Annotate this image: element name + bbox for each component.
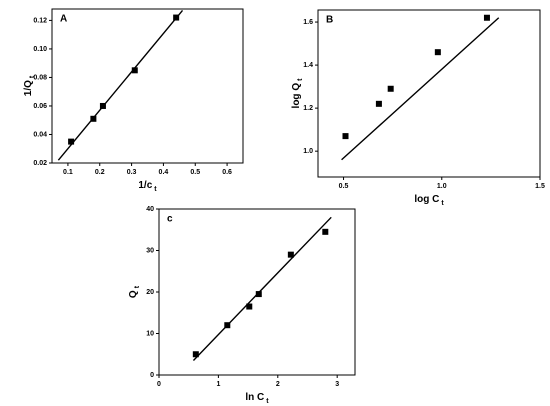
y-tick-label: 1.6 [303,19,313,26]
data-point [483,14,490,21]
y-tick-label: 1.2 [303,105,313,112]
data-point [192,351,199,358]
x-axis-label-sub: t [441,200,444,207]
x-tick-label: 0.1 [63,169,73,176]
y-tick-label: 0.06 [33,103,47,110]
plot-frame [317,9,541,178]
y-axis-label-sub: t [297,78,304,81]
x-tick-label: 1.5 [535,183,545,190]
y-axis-label-sub: t [29,75,36,78]
fit-line [192,216,332,361]
y-tick-label: 20 [146,289,154,296]
y-axis-label: log Q t [291,78,304,109]
y-tick-label: 30 [146,247,154,254]
plot-frame [51,8,244,164]
x-tick-label: 2 [276,381,280,388]
y-tick-label: 0 [150,372,154,379]
data-point [287,251,294,258]
x-tick-label: 0.6 [222,169,232,176]
y-tick-label: 0.10 [33,46,47,53]
x-axis-label-main: ln C [245,392,264,403]
panel-label: A [60,14,67,25]
y-axis-label-main: Q [128,290,139,298]
fit-line [57,9,184,161]
data-point [131,67,138,74]
data-point [246,303,253,310]
y-axis-label: Qt [128,285,141,298]
y-tick-label: 1.0 [303,148,313,155]
panel-label: B [326,15,333,26]
y-axis-label-sub: t [134,285,141,288]
y-tick-label: 0.12 [33,17,47,24]
x-tick-label: 0 [157,381,161,388]
y-tick-label: 0.04 [33,131,47,138]
x-tick-label: 0.5 [339,183,349,190]
x-axis-label-main: log C [414,194,439,205]
data-point [387,85,394,92]
data-point [255,291,262,298]
y-tick-label: 0.02 [33,160,47,167]
data-point [224,322,231,329]
x-tick-label: 0.2 [95,169,105,176]
data-point [342,133,349,140]
x-axis-label-main: 1/c [138,180,152,191]
fit-line [341,17,500,161]
y-axis-label: 1/Q t [23,75,36,96]
x-axis-label-sub: t [266,398,269,405]
x-tick-label: 0.4 [159,169,169,176]
data-point [68,138,75,145]
data-point [434,49,441,56]
x-tick-label: 0.5 [190,169,200,176]
x-axis-label-sub: t [154,186,157,193]
data-point [90,115,97,122]
data-point [173,14,180,21]
y-tick-label: 0.08 [33,74,47,81]
x-tick-label: 1 [216,381,220,388]
x-tick-label: 1.0 [437,183,447,190]
y-axis-label-main: 1/Q [23,80,34,96]
y-tick-label: 1.4 [303,62,313,69]
data-point [99,102,106,109]
y-tick-label: 40 [146,206,154,213]
y-tick-label: 10 [146,330,154,337]
data-point [322,228,329,235]
x-axis-label: 1/c t [138,180,157,193]
x-tick-label: 0.3 [127,169,137,176]
panel-label: c [167,214,173,225]
x-tick-label: 3 [335,381,339,388]
y-axis-label-main: log Q [291,83,302,109]
data-point [375,100,382,107]
